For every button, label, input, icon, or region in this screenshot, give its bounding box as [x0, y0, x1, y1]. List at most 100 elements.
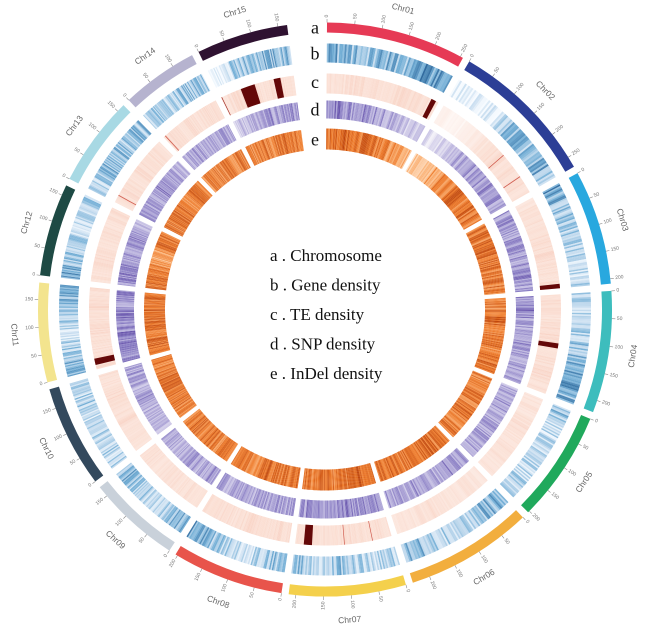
indel-density-bin: [151, 256, 173, 264]
gene-density-bin: [300, 555, 304, 575]
snp-density-bin: [271, 107, 278, 125]
te-density-bin: [482, 148, 499, 163]
indel-density-bin: [378, 139, 388, 160]
indel-density-bin: [217, 438, 231, 456]
indel-density-bin: [146, 335, 168, 340]
snp-density-bin: [513, 336, 532, 341]
snp-density-bin: [515, 299, 534, 302]
indel-density-bin: [402, 449, 414, 468]
indel-density-bin: [144, 325, 166, 329]
indel-density-bin: [482, 337, 504, 343]
te-density-bin: [509, 187, 529, 200]
gene-density-bin: [396, 55, 405, 74]
indel-density-bin: [354, 131, 360, 153]
snp-density-bin: [307, 499, 311, 518]
indel-density-bin: [209, 169, 224, 187]
snp-density-bin: [514, 331, 533, 335]
gene-density-bin: [510, 471, 527, 485]
snp-density-bin: [261, 491, 269, 510]
snp-density-bin: [264, 492, 271, 510]
indel-density-bin: [447, 411, 465, 426]
snp-density-bin: [483, 415, 499, 427]
gene-density-bin: [111, 149, 128, 162]
indel-density-bin: [267, 137, 275, 158]
gene-density-bin: [113, 146, 130, 160]
te-density-bin: [176, 477, 191, 494]
indel-density-bin: [473, 241, 494, 251]
tick-label: 100: [220, 583, 229, 593]
gene-density-bin: [159, 100, 173, 116]
te-density-bin: [122, 420, 141, 432]
gene-density-bin: [62, 350, 82, 356]
snp-density-bin: [472, 429, 488, 442]
gene-density-bin: [82, 411, 101, 421]
te-density-bin: [105, 387, 125, 397]
gene-density-bin: [427, 533, 438, 552]
indel-density-bin: [484, 302, 506, 304]
indel-density-bin: [355, 466, 361, 488]
indel-density-bin: [444, 415, 461, 431]
te-density-bin: [539, 281, 560, 286]
tick-label: 150: [609, 372, 619, 380]
indel-density-bin: [315, 469, 318, 491]
te-density-bin: [540, 327, 561, 331]
gene-density-bin: [160, 99, 174, 116]
indel-density-bin: [160, 232, 181, 243]
indel-density-bin: [324, 469, 326, 491]
snp-density-bin: [461, 442, 476, 456]
indel-density-bin: [420, 164, 435, 183]
snp-density-bin: [507, 249, 526, 256]
chromosome-segment-chr11: [37, 282, 58, 383]
gene-density-bin: [440, 74, 452, 93]
snp-density-bin: [515, 319, 534, 323]
indel-density-bin: [191, 418, 208, 433]
indel-density-bin: [348, 130, 353, 152]
snp-density-bin: [496, 216, 513, 226]
indel-density-bin: [146, 276, 168, 282]
te-density-bin: [205, 495, 217, 514]
gene-density-bin: [87, 420, 106, 431]
indel-density-bin: [165, 222, 185, 234]
te-density-bin: [224, 95, 235, 114]
indel-density-bin: [168, 389, 187, 401]
te-density-bin: [141, 445, 158, 460]
indel-density-bin: [269, 136, 277, 158]
snp-density-bin: [392, 487, 401, 506]
gene-density-bin: [255, 548, 263, 567]
te-density-bin: [124, 183, 143, 196]
snp-density-bin: [325, 500, 328, 519]
gene-density-bin: [562, 235, 581, 243]
te-density-bin: [444, 112, 457, 131]
te-density-bin: [265, 80, 272, 101]
snp-density-bin: [505, 242, 524, 250]
snp-density-bin: [117, 279, 136, 284]
te-density-bin: [461, 126, 477, 144]
indel-density-bin: [152, 254, 173, 262]
snp-density-bin: [116, 300, 135, 303]
indel-density-bin: [272, 462, 280, 483]
te-density-bin: [140, 161, 157, 175]
indel-density-bin: [459, 396, 478, 409]
gene-density-bin: [123, 471, 140, 485]
gene-density-bin: [467, 92, 480, 109]
snp-density-bin: [126, 243, 144, 251]
indel-density-bin: [477, 357, 498, 366]
snp-density-bin: [134, 223, 151, 232]
indel-density-bin: [470, 375, 490, 385]
gene-density-bin: [77, 210, 96, 220]
gene-density-bin: [166, 94, 180, 111]
te-density-bin: [375, 519, 382, 540]
snp-density-bin: [511, 348, 530, 354]
indel-density-bin: [281, 133, 288, 155]
indel-density-bin: [483, 281, 504, 286]
gene-density-bin: [250, 53, 257, 73]
te-density-bin: [89, 317, 110, 320]
gene-density-bin: [226, 61, 235, 81]
gene-density-bin: [97, 437, 115, 450]
snp-density-bin: [455, 156, 469, 172]
indel-density-bin: [145, 285, 167, 289]
snp-density-bin: [256, 489, 264, 508]
te-density-bin: [508, 184, 527, 197]
te-density-bin: [438, 109, 452, 127]
tick-mark: [577, 171, 581, 174]
